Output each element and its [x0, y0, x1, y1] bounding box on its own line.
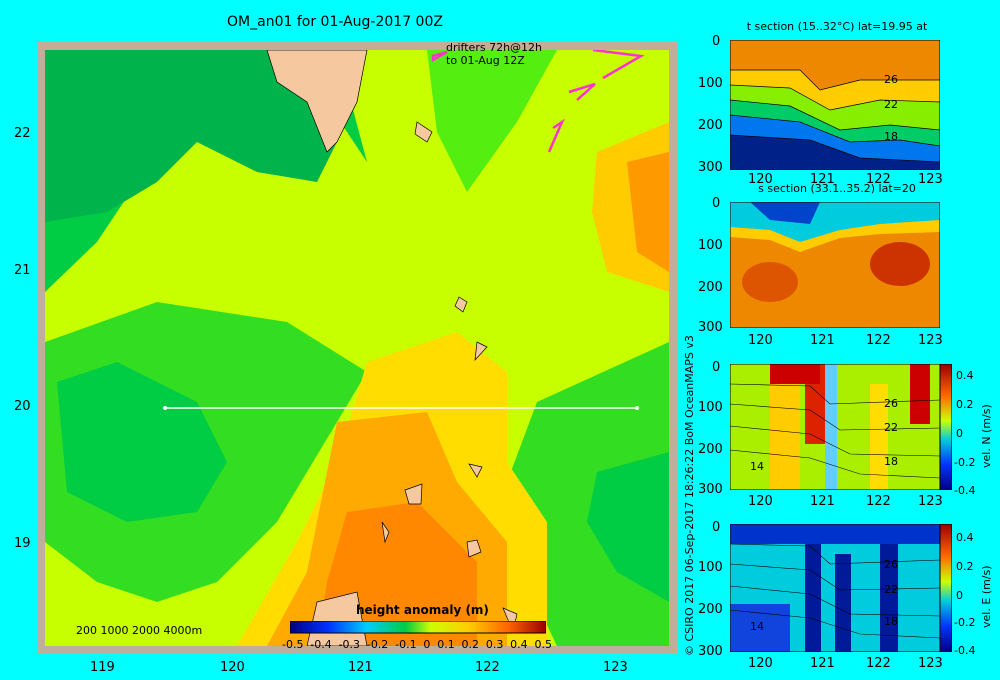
t-section-plot: [730, 40, 940, 170]
colorbar-tick: -0.1: [395, 638, 417, 651]
colorbar-tick: 0.4: [510, 638, 528, 651]
map-ytick: 20: [14, 399, 31, 414]
colorbar-ticks: -0.5 -0.4 -0.3 -0.2 -0.1 0 0.1 0.2 0.3 0…: [282, 638, 552, 651]
vele-ytick: 0: [712, 520, 721, 535]
t-xtick: 122: [866, 172, 891, 187]
vele-section-plot: [730, 524, 940, 652]
s-xtick: 120: [748, 333, 773, 348]
t-ytick: 0: [712, 34, 721, 49]
vele-xtick: 121: [810, 656, 835, 671]
veln-ytick: 100: [698, 400, 723, 415]
veln-cbar-tick: -0.2: [954, 456, 976, 469]
colorbar-tick: -0.2: [366, 638, 389, 651]
colorbar-tick: -0.4: [310, 638, 332, 651]
t-ytick: 100: [698, 76, 723, 91]
vele-cbar-tick: 0.4: [956, 531, 974, 544]
vele-colorbar: [940, 524, 952, 652]
map-plot: [37, 42, 677, 654]
veln-xtick: 120: [748, 494, 773, 509]
veln-ytick: 300: [698, 482, 723, 497]
s-ytick: 0: [712, 196, 721, 211]
colorbar-label: height anomaly (m): [356, 603, 489, 617]
veln-xtick: 123: [918, 494, 943, 509]
vele-xtick: 122: [866, 656, 891, 671]
vele-cbar-tick: -0.4: [954, 644, 976, 657]
veln-colorbar: [940, 364, 952, 490]
vele-ytick: 100: [698, 560, 723, 575]
veln-ytick: 200: [698, 442, 723, 457]
veln-cbar-tick: -0.4: [954, 484, 976, 497]
map-xtick: 120: [220, 660, 245, 675]
s-section-plot: [730, 202, 940, 328]
colorbar-tick: 0: [423, 638, 431, 651]
s-ytick: 300: [698, 320, 723, 335]
map-xtick: 122: [475, 660, 500, 675]
vele-xtick: 120: [748, 656, 773, 671]
veln-cbar-tick: 0: [956, 427, 963, 440]
veln-contour-label: 22: [884, 421, 898, 434]
colorbar-tick: 0.2: [461, 638, 480, 651]
vele-contour-label: 14: [750, 620, 764, 633]
map-ytick: 19: [14, 536, 31, 551]
drifters-label: drifters 72h@12h: [446, 41, 543, 54]
veln-cbar-label: vel. N (m/s): [980, 404, 993, 468]
veln-xtick: 122: [866, 494, 891, 509]
map-xtick: 123: [603, 660, 628, 675]
colorbar-tick: -0.3: [338, 638, 361, 651]
colorbar-tick: -0.5: [282, 638, 304, 651]
s-ytick: 200: [698, 280, 723, 295]
vele-cbar-tick: -0.2: [954, 616, 976, 629]
vele-cbar-label: vel. E (m/s): [980, 565, 993, 628]
vele-contour-label: 26: [884, 558, 898, 571]
t-ytick: 300: [698, 160, 723, 175]
t-ytick: 200: [698, 118, 723, 133]
veln-contour-label: 14: [750, 460, 764, 473]
vele-contour-label: 18: [884, 615, 898, 628]
map-ytick: 21: [14, 263, 31, 278]
veln-contour-label: 26: [884, 397, 898, 410]
veln-xtick: 121: [810, 494, 835, 509]
s-section-title: s section (33.1..35.2) lat=20: [758, 182, 916, 195]
t-section-title: t section (15..32°C) lat=19.95 at: [746, 20, 928, 33]
s-xtick: 123: [918, 333, 943, 348]
map-ytick: 22: [14, 126, 31, 141]
t-contour-label: 18: [884, 130, 898, 143]
t-contour-label: 22: [884, 98, 898, 111]
veln-cbar-tick: 0.2: [956, 398, 974, 411]
vele-ytick: 200: [698, 602, 723, 617]
credit-text: © CSIRO 2017 06-Sep-2017 18:26:22 BoM Oc…: [683, 335, 696, 656]
s-xtick: 121: [810, 333, 835, 348]
colorbar-tick: 0.1: [437, 638, 455, 651]
colorbar-tick: 0.5: [534, 638, 552, 651]
t-xtick: 121: [810, 172, 835, 187]
veln-cbar-tick: 0.4: [956, 369, 974, 382]
map-xtick: 119: [90, 660, 115, 675]
vele-ytick: 300: [698, 644, 723, 659]
page-title: OM_an01 for 01-Aug-2017 00Z: [227, 14, 443, 30]
t-xtick: 123: [918, 172, 943, 187]
drifters-label-2: to 01-Aug 12Z: [446, 54, 525, 67]
veln-section-plot: [730, 364, 940, 490]
depth-key: 200 1000 2000 4000m: [76, 624, 203, 637]
colorbar-tick: 0.3: [485, 638, 504, 651]
vele-contour-label: 22: [884, 583, 898, 596]
vele-xtick: 123: [918, 656, 943, 671]
veln-contour-label: 18: [884, 455, 898, 468]
t-xtick: 120: [748, 172, 773, 187]
veln-ytick: 0: [712, 360, 721, 375]
vele-cbar-tick: 0.2: [956, 560, 974, 573]
colorbar: [290, 621, 546, 634]
vele-cbar-tick: 0: [956, 589, 963, 602]
t-contour-label: 26: [884, 73, 898, 86]
s-ytick: 100: [698, 238, 723, 253]
s-xtick: 122: [866, 333, 891, 348]
drifter-tracks: [431, 50, 645, 153]
map-xtick: 121: [348, 660, 373, 675]
